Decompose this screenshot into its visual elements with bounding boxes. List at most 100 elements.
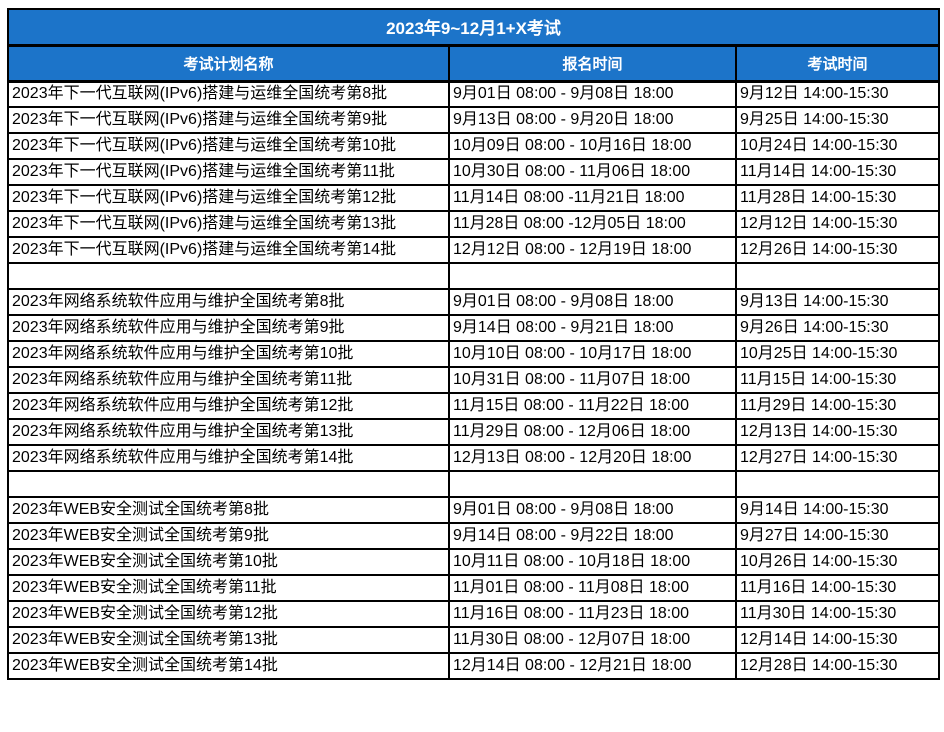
exam-time-cell: 10月24日 14:00-15:30 [734,132,941,160]
plan-name-cell: 2023年网络系统软件应用与维护全国统考第13批 [7,418,450,446]
exam-time-cell: 12月14日 14:00-15:30 [734,626,941,654]
spacer-row [7,470,941,498]
signup-time-cell: 11月14日 08:00 -11月21日 18:00 [448,184,737,212]
plan-name-cell: 2023年下一代互联网(IPv6)搭建与运维全国统考第12批 [7,184,450,212]
exam-time-cell: 12月28日 14:00-15:30 [734,652,941,680]
signup-time-cell: 12月12日 08:00 - 12月19日 18:00 [448,236,737,264]
exam-time-cell: 12月12日 14:00-15:30 [734,210,941,238]
signup-time-cell: 10月30日 08:00 - 11月06日 18:00 [448,158,737,186]
table-row: 2023年网络系统软件应用与维护全国统考第10批 10月10日 08:00 - 1… [7,340,941,368]
table-row: 2023年下一代互联网(IPv6)搭建与运维全国统考第9批 9月13日 08:00… [7,106,941,134]
exam-time-cell: 9月25日 14:00-15:30 [734,106,941,134]
plan-name-cell: 2023年WEB安全测试全国统考第12批 [7,600,450,628]
exam-time-cell: 9月13日 14:00-15:30 [734,288,941,316]
table-row: 2023年网络系统软件应用与维护全国统考第8批 9月01日 08:00 - 9月0… [7,288,941,316]
exam-time-cell: 10月26日 14:00-15:30 [734,548,941,576]
column-header-row: 考试计划名称 报名时间 考试时间 [7,44,941,83]
exam-time-cell: 12月26日 14:00-15:30 [734,236,941,264]
table-row: 2023年网络系统软件应用与维护全国统考第9批 9月14日 08:00 - 9月2… [7,314,941,342]
table-row: 2023年WEB安全测试全国统考第10批 10月11日 08:00 - 10月18… [7,548,941,576]
plan-name-cell: 2023年WEB安全测试全国统考第8批 [7,496,450,524]
exam-time-cell [734,470,941,498]
table-body: 2023年下一代互联网(IPv6)搭建与运维全国统考第8批 9月01日 08:00… [7,80,941,680]
plan-name-cell: 2023年下一代互联网(IPv6)搭建与运维全国统考第11批 [7,158,450,186]
signup-time-cell: 11月30日 08:00 - 12月07日 18:00 [448,626,737,654]
signup-time-cell: 10月11日 08:00 - 10月18日 18:00 [448,548,737,576]
signup-time-cell: 12月13日 08:00 - 12月20日 18:00 [448,444,737,472]
plan-name-cell: 2023年下一代互联网(IPv6)搭建与运维全国统考第8批 [7,80,450,108]
table-row: 2023年下一代互联网(IPv6)搭建与运维全国统考第12批 11月14日 08:… [7,184,941,212]
table-row: 2023年网络系统软件应用与维护全国统考第12批 11月15日 08:00 - 1… [7,392,941,420]
signup-time-cell [448,470,737,498]
exam-time-cell: 9月26日 14:00-15:30 [734,314,941,342]
signup-time-cell: 10月09日 08:00 - 10月16日 18:00 [448,132,737,160]
page: 2023年9~12月1+X考试 考试计划名称 报名时间 考试时间 2023年下一… [6,8,941,680]
plan-name-cell: 2023年网络系统软件应用与维护全国统考第10批 [7,340,450,368]
table-row: 2023年网络系统软件应用与维护全国统考第13批 11月29日 08:00 - 1… [7,418,941,446]
signup-time-cell: 10月10日 08:00 - 10月17日 18:00 [448,340,737,368]
exam-time-cell: 9月27日 14:00-15:30 [734,522,941,550]
column-header-signup-time: 报名时间 [448,44,737,83]
signup-time-cell: 11月15日 08:00 - 11月22日 18:00 [448,392,737,420]
column-header-plan-name: 考试计划名称 [7,44,450,83]
column-header-exam-time: 考试时间 [734,44,941,83]
table-row: 2023年下一代互联网(IPv6)搭建与运维全国统考第13批 11月28日 08:… [7,210,941,238]
table-title: 2023年9~12月1+X考试 [6,8,941,47]
plan-name-cell: 2023年网络系统软件应用与维护全国统考第9批 [7,314,450,342]
signup-time-cell: 9月01日 08:00 - 9月08日 18:00 [448,496,737,524]
exam-time-cell: 11月29日 14:00-15:30 [734,392,941,420]
signup-time-cell: 11月16日 08:00 - 11月23日 18:00 [448,600,737,628]
table-row: 2023年网络系统软件应用与维护全国统考第11批 10月31日 08:00 - 1… [7,366,941,394]
exam-time-cell: 9月14日 14:00-15:30 [734,496,941,524]
spacer-row [7,262,941,290]
plan-name-cell: 2023年WEB安全测试全国统考第10批 [7,548,450,576]
signup-time-cell: 11月28日 08:00 -12月05日 18:00 [448,210,737,238]
exam-time-cell: 11月30日 14:00-15:30 [734,600,941,628]
plan-name-cell: 2023年WEB安全测试全国统考第13批 [7,626,450,654]
exam-schedule-table: 2023年9~12月1+X考试 考试计划名称 报名时间 考试时间 2023年下一… [6,8,941,680]
exam-time-cell: 10月25日 14:00-15:30 [734,340,941,368]
signup-time-cell [448,262,737,290]
plan-name-cell [7,470,450,498]
plan-name-cell: 2023年网络系统软件应用与维护全国统考第14批 [7,444,450,472]
signup-time-cell: 11月29日 08:00 - 12月06日 18:00 [448,418,737,446]
table-row: 2023年WEB安全测试全国统考第14批 12月14日 08:00 - 12月21… [7,652,941,680]
plan-name-cell [7,262,450,290]
plan-name-cell: 2023年网络系统软件应用与维护全国统考第12批 [7,392,450,420]
table-row: 2023年下一代互联网(IPv6)搭建与运维全国统考第14批 12月12日 08:… [7,236,941,264]
plan-name-cell: 2023年WEB安全测试全国统考第11批 [7,574,450,602]
plan-name-cell: 2023年网络系统软件应用与维护全国统考第8批 [7,288,450,316]
plan-name-cell: 2023年网络系统软件应用与维护全国统考第11批 [7,366,450,394]
exam-time-cell: 9月12日 14:00-15:30 [734,80,941,108]
exam-time-cell [734,262,941,290]
table-row: 2023年网络系统软件应用与维护全国统考第14批 12月13日 08:00 - 1… [7,444,941,472]
plan-name-cell: 2023年WEB安全测试全国统考第9批 [7,522,450,550]
signup-time-cell: 9月13日 08:00 - 9月20日 18:00 [448,106,737,134]
plan-name-cell: 2023年下一代互联网(IPv6)搭建与运维全国统考第13批 [7,210,450,238]
exam-time-cell: 11月15日 14:00-15:30 [734,366,941,394]
signup-time-cell: 11月01日 08:00 - 11月08日 18:00 [448,574,737,602]
signup-time-cell: 9月01日 08:00 - 9月08日 18:00 [448,80,737,108]
table-row: 2023年下一代互联网(IPv6)搭建与运维全国统考第11批 10月30日 08:… [7,158,941,186]
plan-name-cell: 2023年下一代互联网(IPv6)搭建与运维全国统考第10批 [7,132,450,160]
signup-time-cell: 9月01日 08:00 - 9月08日 18:00 [448,288,737,316]
table-row: 2023年WEB安全测试全国统考第9批 9月14日 08:00 - 9月22日 1… [7,522,941,550]
table-title-row: 2023年9~12月1+X考试 [6,8,941,47]
table-row: 2023年WEB安全测试全国统考第13批 11月30日 08:00 - 12月07… [7,626,941,654]
signup-time-cell: 10月31日 08:00 - 11月07日 18:00 [448,366,737,394]
table-row: 2023年WEB安全测试全国统考第12批 11月16日 08:00 - 11月23… [7,600,941,628]
plan-name-cell: 2023年下一代互联网(IPv6)搭建与运维全国统考第9批 [7,106,450,134]
exam-time-cell: 12月27日 14:00-15:30 [734,444,941,472]
plan-name-cell: 2023年WEB安全测试全国统考第14批 [7,652,450,680]
signup-time-cell: 9月14日 08:00 - 9月21日 18:00 [448,314,737,342]
table-row: 2023年下一代互联网(IPv6)搭建与运维全国统考第8批 9月01日 08:00… [7,80,941,108]
table-row: 2023年WEB安全测试全国统考第11批 11月01日 08:00 - 11月08… [7,574,941,602]
exam-time-cell: 11月14日 14:00-15:30 [734,158,941,186]
table-row: 2023年WEB安全测试全国统考第8批 9月01日 08:00 - 9月08日 1… [7,496,941,524]
signup-time-cell: 12月14日 08:00 - 12月21日 18:00 [448,652,737,680]
plan-name-cell: 2023年下一代互联网(IPv6)搭建与运维全国统考第14批 [7,236,450,264]
table-row: 2023年下一代互联网(IPv6)搭建与运维全国统考第10批 10月09日 08:… [7,132,941,160]
exam-time-cell: 11月16日 14:00-15:30 [734,574,941,602]
signup-time-cell: 9月14日 08:00 - 9月22日 18:00 [448,522,737,550]
exam-time-cell: 12月13日 14:00-15:30 [734,418,941,446]
